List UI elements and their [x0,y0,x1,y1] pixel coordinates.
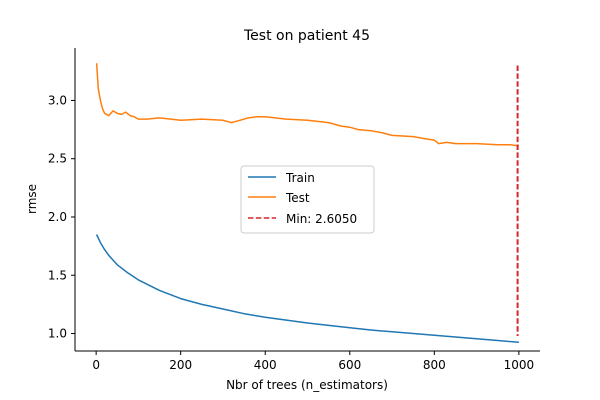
x-tick-label: 400 [254,358,277,372]
legend-label-train: Train [285,171,315,185]
y-axis-ticks: 1.0 1.5 2.0 2.5 3.0 [48,93,75,341]
legend-frame [240,165,375,234]
y-tick-label: 3.0 [48,93,67,107]
x-tick-label: 600 [338,358,361,372]
chart-title: Test on patient 45 [243,28,370,44]
x-tick-label: 800 [423,358,446,372]
y-tick-label: 1.0 [48,327,67,341]
series-layer [95,63,520,344]
x-tick-label: 200 [169,358,192,372]
series-line-train [95,234,519,344]
x-axis-ticks: 0 200 400 600 800 1000 [92,351,534,372]
y-axis-label: rmse [25,184,39,214]
legend: Train Test Min: 2.6050 [240,165,375,234]
x-axis-label: Nbr of trees (n_estimators) [226,378,388,392]
series-line-test [95,63,520,147]
x-tick-label: 0 [92,358,100,372]
y-tick-label: 2.5 [48,152,67,166]
x-tick-label: 1000 [504,358,535,372]
plot-area: 0 200 400 600 800 1000 1.0 1.5 2.0 2.5 3.0 [48,48,540,372]
legend-label-min: Min: 2.6050 [286,212,357,226]
legend-label-test: Test [285,191,310,205]
y-tick-label: 1.5 [48,268,67,282]
y-tick-label: 2.0 [48,210,67,224]
